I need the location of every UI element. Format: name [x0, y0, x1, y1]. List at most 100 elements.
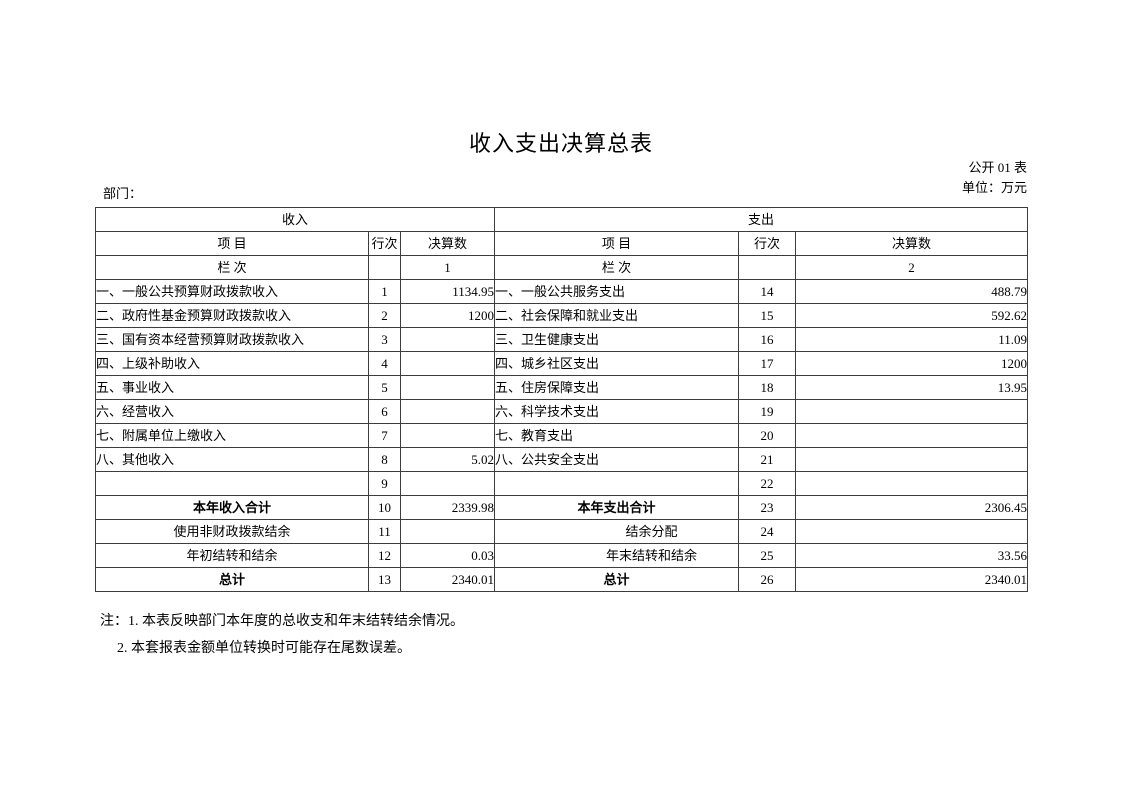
expenditure-amount-cell	[795, 519, 1029, 544]
header-rowno-left: 行次	[368, 231, 401, 256]
expenditure-item-cell: 总计	[494, 567, 740, 592]
table-column-index-row: 栏 次 1 栏 次 2	[95, 255, 1029, 280]
expenditure-rowno-cell: 17	[738, 351, 797, 376]
department-label: 部门：	[103, 186, 143, 201]
expenditure-amount-cell	[795, 471, 1029, 496]
column-index-right: 2	[795, 255, 1029, 280]
income-item-cell	[95, 471, 369, 496]
expenditure-rowno-cell: 14	[738, 279, 797, 304]
table-row: 年初结转和结余 12 0.03 年末结转和结余 25 33.56	[95, 543, 1029, 568]
table-row: 使用非财政拨款结余 11 结余分配 24	[95, 519, 1029, 544]
table-row: 9 22	[95, 471, 1029, 496]
expenditure-amount-cell: 488.79	[795, 279, 1029, 304]
expenditure-item-cell: 六、科学技术支出	[494, 399, 740, 424]
expenditure-amount-cell: 13.95	[795, 375, 1029, 400]
table-head: 收入 支出 项 目 行次 决算数 项 目 行次 决算数 栏 次 1	[94, 207, 1029, 280]
footnotes: 注：1. 本表反映部门本年度的总收支和年末结转结余情况。 2. 本套报表金额单位…	[100, 608, 464, 662]
income-amount-cell: 1200	[399, 303, 496, 328]
income-item-cell: 三、国有资本经营预算财政拨款收入	[95, 327, 369, 352]
income-rowno-cell: 6	[368, 399, 401, 424]
document-meta: 公开 01 表 单位：万元	[962, 158, 1027, 198]
budget-table-container: 收入 支出 项 目 行次 决算数 项 目 行次 决算数 栏 次 1	[94, 207, 1029, 592]
income-amount-cell: 5.02	[399, 447, 496, 472]
expenditure-rowno-cell: 19	[738, 399, 797, 424]
income-item-cell: 一、一般公共预算财政拨款收入	[95, 279, 369, 304]
income-amount-cell: 1134.95	[399, 279, 496, 304]
table-header-section-row: 收入 支出	[94, 207, 1029, 232]
form-number: 公开 01 表	[968, 160, 1027, 175]
table-row: 一、一般公共预算财政拨款收入 1 1134.95 一、一般公共服务支出 14 488.79	[95, 279, 1029, 304]
header-income-section: 收入	[94, 207, 496, 232]
column-label-left: 栏 次	[95, 255, 369, 280]
income-amount-cell	[399, 471, 496, 496]
expenditure-rowno-cell: 15	[738, 303, 797, 328]
expenditure-item-cell: 一、一般公共服务支出	[494, 279, 740, 304]
expenditure-item-cell: 七、教育支出	[494, 423, 740, 448]
income-rowno-cell: 11	[368, 519, 401, 544]
table-row: 四、上级补助收入 4 四、城乡社区支出 17 1200	[95, 351, 1029, 376]
income-rowno-cell: 10	[368, 495, 401, 520]
expenditure-item-cell: 本年支出合计	[494, 495, 740, 520]
income-item-cell: 本年收入合计	[95, 495, 369, 520]
expenditure-item-cell: 三、卫生健康支出	[494, 327, 740, 352]
expenditure-rowno-cell: 24	[738, 519, 797, 544]
income-rowno-cell: 5	[368, 375, 401, 400]
table-row: 二、政府性基金预算财政拨款收入 2 1200 二、社会保障和就业支出 15 592.62	[95, 303, 1029, 328]
table-row: 六、经营收入 6 六、科学技术支出 19	[95, 399, 1029, 424]
income-rowno-cell: 7	[368, 423, 401, 448]
expenditure-amount-cell: 2306.45	[795, 495, 1029, 520]
column-label-left-rowno-blank	[368, 255, 401, 280]
income-rowno-cell: 3	[368, 327, 401, 352]
table-row: 七、附属单位上缴收入 7 七、教育支出 20	[95, 423, 1029, 448]
header-amount-right: 决算数	[795, 231, 1029, 256]
table-row: 八、其他收入 8 5.02 八、公共安全支出 21	[95, 447, 1029, 472]
header-item-right: 项 目	[494, 231, 740, 256]
expenditure-rowno-cell: 25	[738, 543, 797, 568]
unit-note: 单位：万元	[961, 180, 1027, 195]
expenditure-amount-cell: 11.09	[795, 327, 1029, 352]
header-item-left: 项 目	[95, 231, 369, 256]
expenditure-rowno-cell: 16	[738, 327, 797, 352]
expenditure-amount-cell: 33.56	[795, 543, 1029, 568]
column-label-right-rowno-blank	[738, 255, 797, 280]
page-title: 收入支出决算总表	[468, 131, 653, 156]
expenditure-item-cell	[494, 471, 740, 496]
income-amount-cell	[399, 351, 496, 376]
footnote-2: 2. 本套报表金额单位转换时可能存在尾数误差。	[117, 641, 411, 656]
table-row: 五、事业收入 5 五、住房保障支出 18 13.95	[95, 375, 1029, 400]
income-rowno-cell: 12	[368, 543, 401, 568]
expenditure-amount-cell: 592.62	[795, 303, 1029, 328]
income-item-cell: 年初结转和结余	[95, 543, 369, 568]
expenditure-amount-cell: 2340.01	[795, 567, 1029, 592]
expenditure-amount-cell	[795, 399, 1029, 424]
income-rowno-cell: 2	[368, 303, 401, 328]
income-item-cell: 七、附属单位上缴收入	[95, 423, 369, 448]
income-item-cell: 使用非财政拨款结余	[95, 519, 369, 544]
expenditure-rowno-cell: 23	[738, 495, 797, 520]
income-expenditure-table: 收入 支出 项 目 行次 决算数 项 目 行次 决算数 栏 次 1	[94, 207, 1029, 592]
income-item-cell: 八、其他收入	[95, 447, 369, 472]
column-index-left: 1	[399, 255, 496, 280]
income-item-cell: 总计	[95, 567, 369, 592]
income-amount-cell	[399, 327, 496, 352]
expenditure-item-cell: 八、公共安全支出	[494, 447, 740, 472]
table-row: 本年收入合计 10 2339.98 本年支出合计 23 2306.45	[95, 495, 1029, 520]
expenditure-rowno-cell: 21	[738, 447, 797, 472]
income-rowno-cell: 8	[368, 447, 401, 472]
income-rowno-cell: 4	[368, 351, 401, 376]
expenditure-rowno-cell: 26	[738, 567, 797, 592]
expenditure-item-cell: 五、住房保障支出	[494, 375, 740, 400]
table-row: 三、国有资本经营预算财政拨款收入 3 三、卫生健康支出 16 11.09	[95, 327, 1029, 352]
income-amount-cell: 2339.98	[399, 495, 496, 520]
table-header-columns-row: 项 目 行次 决算数 项 目 行次 决算数	[95, 231, 1029, 256]
income-amount-cell	[399, 423, 496, 448]
header-rowno-right: 行次	[738, 231, 797, 256]
expenditure-rowno-cell: 18	[738, 375, 797, 400]
header-expenditure-section: 支出	[494, 207, 1029, 232]
expenditure-amount-cell	[795, 423, 1029, 448]
expenditure-item-cell: 年末结转和结余	[494, 543, 740, 568]
expenditure-item-cell: 四、城乡社区支出	[494, 351, 740, 376]
income-amount-cell: 2340.01	[399, 567, 496, 592]
expenditure-amount-cell: 1200	[795, 351, 1029, 376]
